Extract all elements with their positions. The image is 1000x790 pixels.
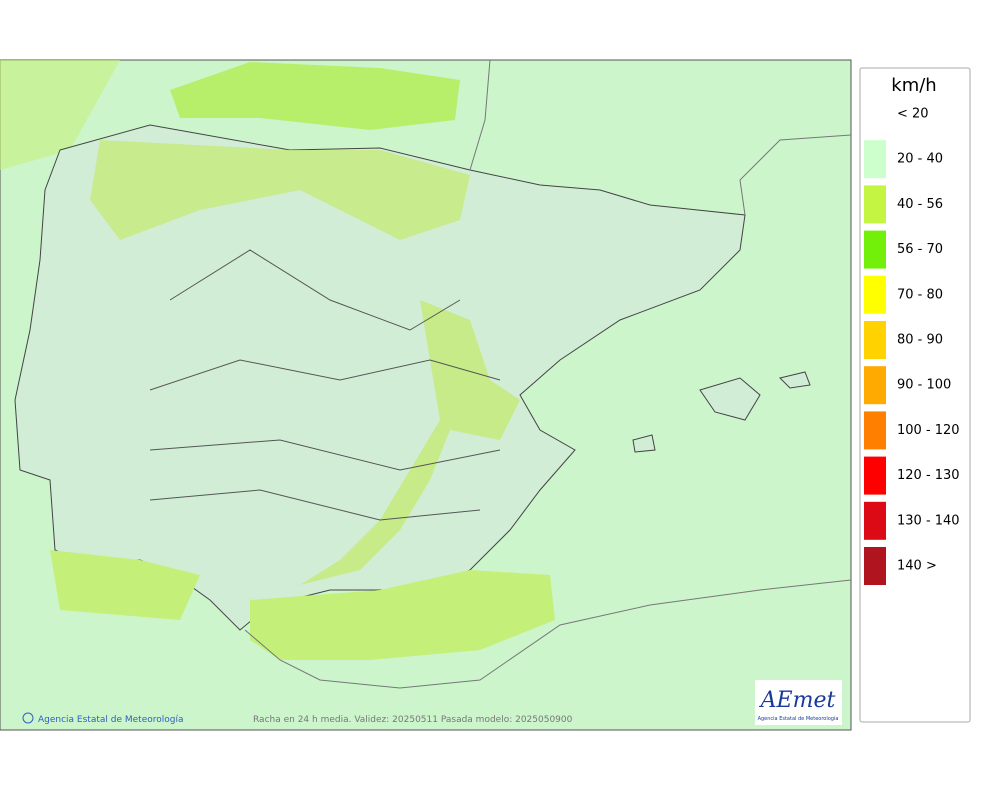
caption: Racha en 24 h media. Validez: 20250511 P… [253,715,573,725]
wind-zone [300,300,520,585]
wind-zone [90,140,470,240]
island [779,371,811,389]
legend-swatch [864,275,886,314]
legend-swatch [864,456,886,495]
legend-swatch [864,140,886,179]
legend-label: 56 - 70 [897,242,943,257]
logo-box [755,680,842,725]
region-border [149,249,501,521]
legend-label: 40 - 56 [897,197,943,212]
legend-label: 140 > [897,559,937,574]
legend-label: 130 - 140 [897,513,960,528]
legend-label: 80 - 90 [897,333,943,348]
legend-swatch [864,501,886,540]
logo-subtitle: Agencia Estatal de Meteorología [758,715,839,722]
coastline [739,134,852,216]
copyright-icon [22,712,34,724]
logo: AEmet Agencia Estatal de Meteorología [755,680,842,725]
legend-label: < 20 [897,107,929,122]
legend-swatch [864,547,886,585]
coastline [244,579,852,689]
logo-name: AEmet [759,688,836,713]
legend-label: 70 - 80 [897,287,943,302]
map [0,59,852,731]
credit-text: Agencia Estatal de Meteorología [38,715,184,725]
legend-title: km/h [891,75,936,96]
legend-swatch [864,411,886,450]
island [699,377,761,421]
iberia-land [14,124,746,631]
credit: Agencia Estatal de Meteorología Racha en… [22,712,573,725]
island [632,434,656,453]
legend-label: 90 - 100 [897,378,951,393]
legend-label: 20 - 40 [897,152,943,167]
legend-swatch [864,230,886,269]
coastline [469,59,491,171]
wind-zone [50,550,200,620]
legend-label: 120 - 130 [897,468,960,483]
legend-box [859,67,971,723]
wind-zone [250,570,555,660]
legend: km/h < 20 20 - 40 40 - 56 56 - 70 70 - 80 80 … [859,67,971,723]
legend-swatch [864,185,886,224]
legend-label: 100 - 120 [897,423,960,438]
wind-zone [170,62,460,130]
wind-zone [0,60,120,170]
legend-swatch [864,321,886,359]
legend-swatch [864,366,886,405]
